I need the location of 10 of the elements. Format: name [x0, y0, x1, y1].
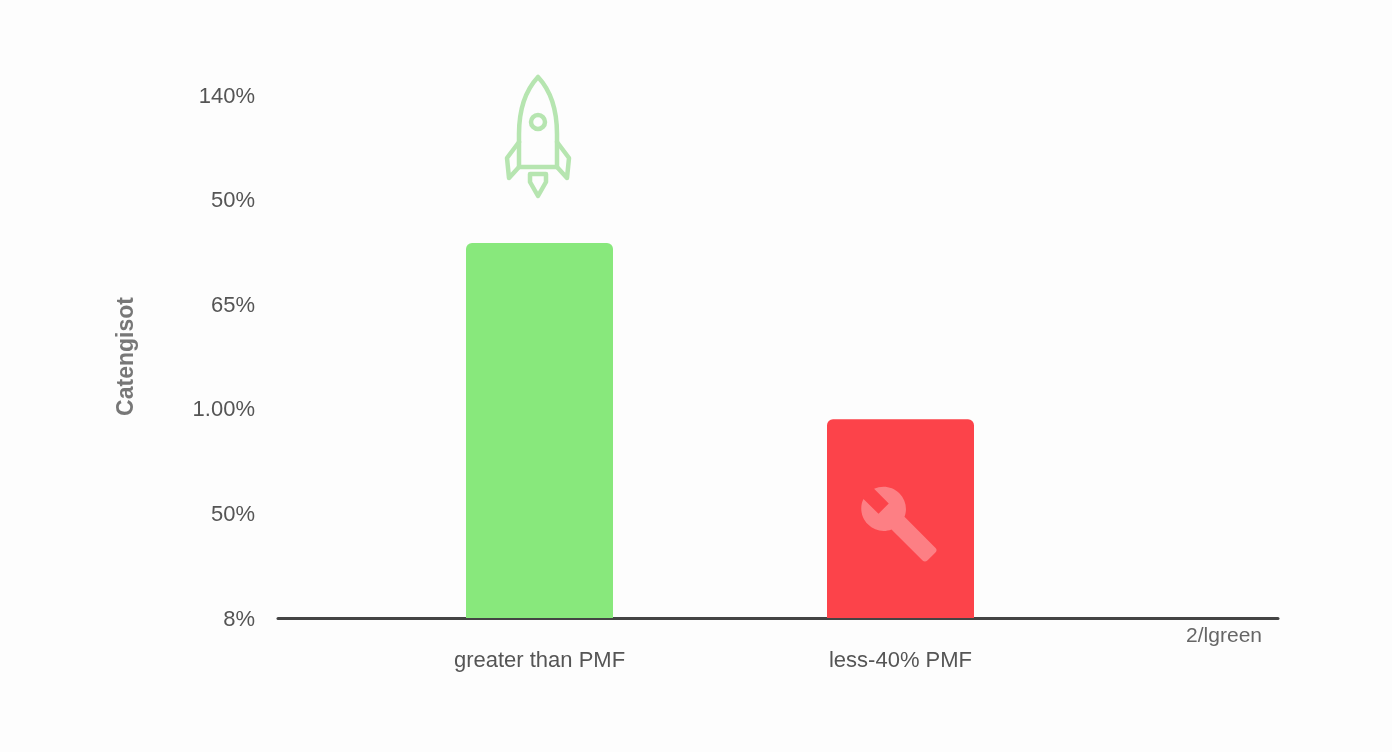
- text: 2/lgreen: [1186, 622, 1262, 646]
- text: 8%: [223, 605, 255, 631]
- text: 140%: [198, 82, 255, 108]
- x-tick-label: less-40% PMF: [828, 646, 973, 672]
- text: 1.00%: [192, 396, 255, 422]
- text: 50%: [210, 500, 255, 526]
- text: Catengisot: [112, 296, 138, 416]
- x-tick-label: greater than PMF: [453, 646, 626, 672]
- text: 65%: [210, 291, 255, 317]
- text: 50%: [210, 187, 255, 213]
